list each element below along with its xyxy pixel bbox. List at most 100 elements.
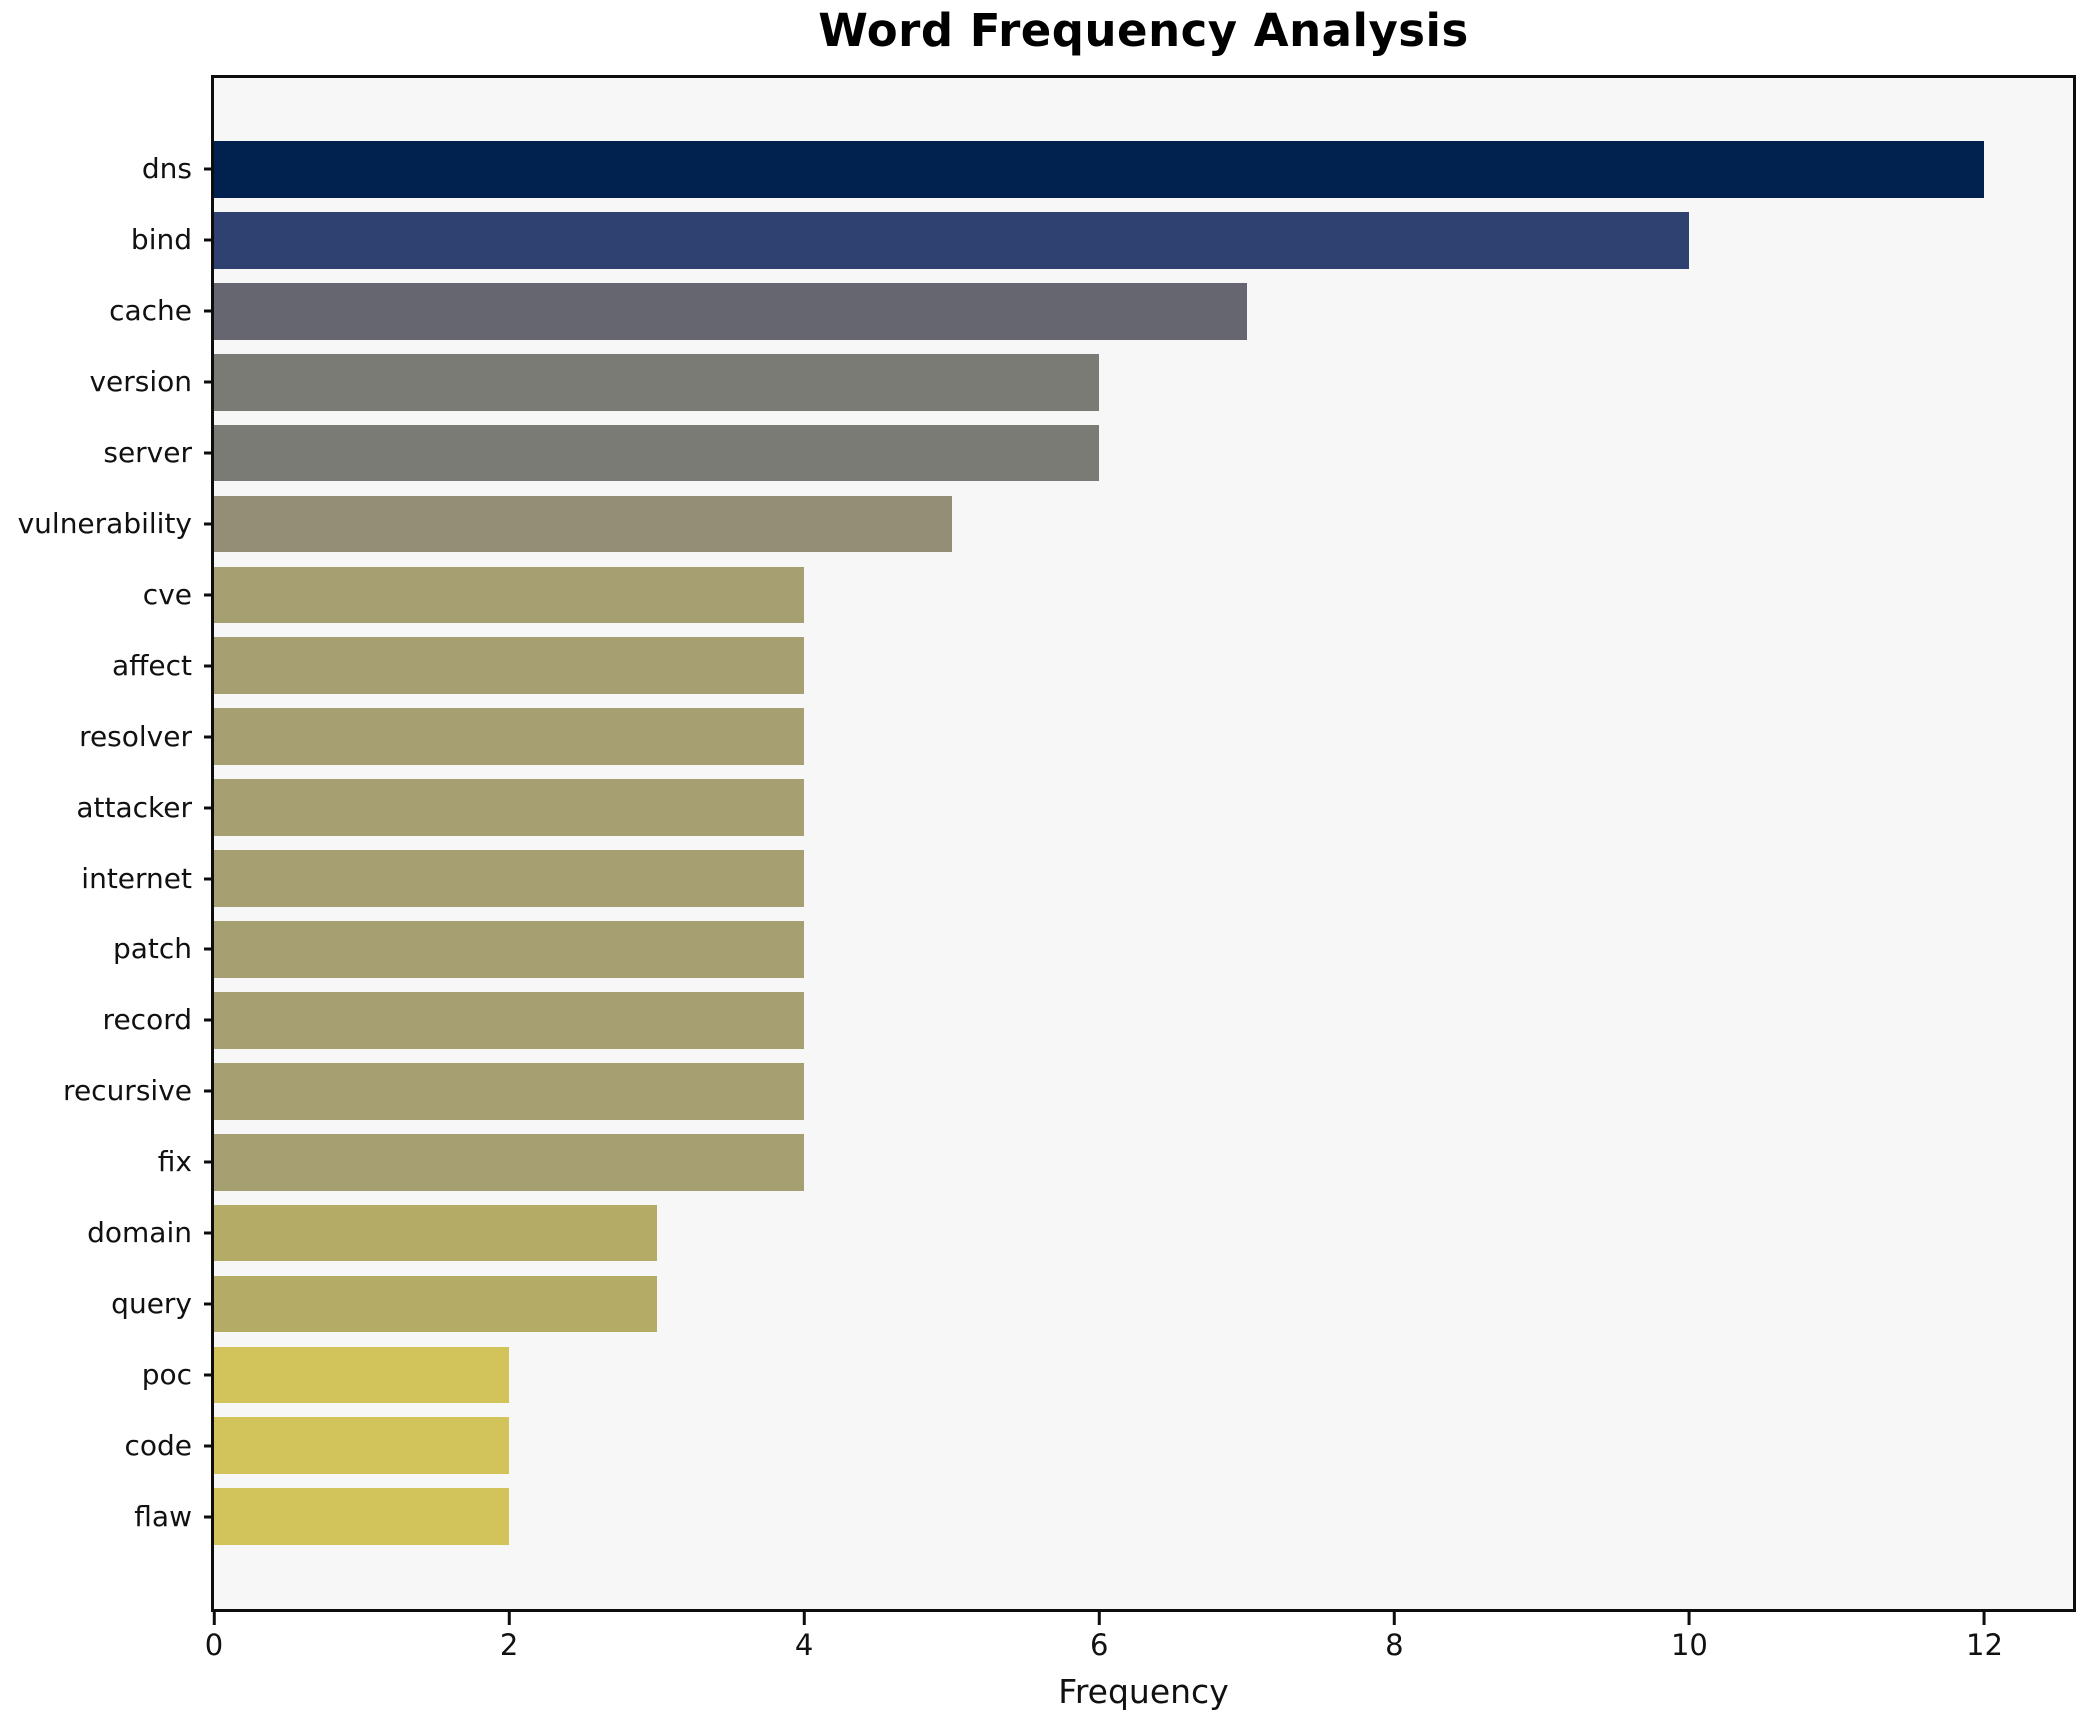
bar-row-cache: cache (109, 276, 2073, 347)
y-tick-mark (204, 735, 214, 739)
y-tick-mark (204, 167, 214, 171)
y-tick-mark (204, 1515, 214, 1519)
x-tick-label: 0 (204, 1628, 224, 1662)
y-tick-label-vulnerability: vulnerability (17, 506, 192, 540)
y-tick-mark (204, 1373, 214, 1377)
x-tick-10: 10 (1671, 1612, 1708, 1660)
x-tick-label: 8 (1385, 1628, 1404, 1662)
bar-row-fix: fix (158, 1127, 2073, 1198)
y-tick-label-bind: bind (130, 223, 192, 257)
y-tick-mark (204, 877, 214, 881)
chart-title: Word Frequency Analysis (818, 4, 1469, 57)
y-tick-label-server: server (103, 436, 192, 470)
bar-version (214, 353, 1100, 411)
bar-row-dns: dns (142, 134, 2073, 205)
x-tick-2: 2 (500, 1612, 518, 1660)
bar-row-attacker: attacker (76, 772, 2073, 843)
bar-affect (214, 637, 805, 695)
bar-row-domain: domain (87, 1198, 2073, 1269)
x-tick-6: 6 (1090, 1612, 1108, 1660)
y-tick-mark (204, 1302, 214, 1306)
y-tick-mark (204, 522, 214, 526)
y-tick-label-query: query (111, 1286, 192, 1320)
y-tick-label-fix: fix (157, 1145, 192, 1179)
bar-row-affect: affect (112, 630, 2073, 701)
x-tick-mark (802, 1612, 806, 1625)
x-tick-0: 0 (205, 1612, 223, 1660)
x-tick-mark (1982, 1612, 1986, 1625)
bar-dns (214, 141, 1985, 198)
bar-flaw (214, 1488, 510, 1546)
bar-fix (214, 1133, 805, 1191)
y-tick-label-domain: domain (87, 1216, 192, 1250)
y-tick-label-flaw: flaw (134, 1499, 192, 1533)
bar-server (214, 424, 1100, 482)
bar-record (214, 991, 805, 1049)
x-tick-4: 4 (795, 1612, 813, 1660)
x-tick-mark (1687, 1612, 1691, 1625)
y-tick-label-attacker: attacker (76, 790, 192, 824)
y-tick-mark (204, 1089, 214, 1093)
x-axis: 0 2 4 6 8 10 12 (205, 1612, 2073, 1676)
x-tick-label: 10 (1670, 1628, 1708, 1662)
x-tick-label: 4 (794, 1628, 814, 1662)
y-tick-mark (204, 806, 214, 810)
bar-row-vulnerability: vulnerability (18, 489, 2073, 560)
y-tick-label-dns: dns (141, 152, 192, 186)
y-tick-mark (204, 1444, 214, 1448)
bar-row-bind: bind (131, 205, 2073, 276)
bar-vulnerability (214, 495, 952, 553)
x-tick-mark (1392, 1612, 1396, 1625)
bar-row-code: code (124, 1410, 2073, 1481)
bar-patch (214, 921, 805, 978)
y-tick-label-affect: affect (111, 648, 192, 682)
x-tick-12: 12 (1966, 1612, 2003, 1660)
bar-row-server: server (103, 418, 2073, 489)
bar-row-poc: poc (142, 1339, 2073, 1410)
bar-resolver (214, 708, 805, 766)
y-tick-mark (204, 309, 214, 313)
y-tick-label-poc: poc (141, 1357, 192, 1391)
bar-cache (214, 282, 1247, 340)
bar-row-flaw: flaw (134, 1481, 2073, 1552)
bar-recursive (214, 1062, 805, 1120)
bar-query (214, 1275, 657, 1333)
y-tick-label-cache: cache (109, 294, 192, 328)
bar-code (214, 1417, 510, 1475)
bar-row-patch: patch (113, 914, 2073, 985)
bar-domain (214, 1204, 657, 1262)
y-tick-label-internet: internet (81, 861, 192, 895)
y-tick-mark (204, 1231, 214, 1235)
bar-rows: dns bind cache version server vulnerability cv… (18, 134, 2073, 1552)
x-tick-label: 12 (1966, 1628, 2003, 1662)
y-tick-label-version: version (89, 365, 192, 399)
y-tick-mark (204, 593, 214, 597)
x-tick-label: 2 (499, 1628, 519, 1662)
y-tick-label-record: record (102, 1003, 192, 1037)
bar-attacker (214, 779, 805, 836)
bar-row-resolver: resolver (79, 701, 2073, 772)
y-tick-mark (204, 1160, 214, 1164)
y-tick-label-cve: cve (142, 577, 192, 611)
bar-row-internet: internet (81, 843, 2073, 914)
bar-row-cve: cve (143, 559, 2073, 630)
y-tick-mark (204, 947, 214, 951)
bar-row-version: version (89, 347, 2073, 418)
bar-row-recursive: recursive (63, 1056, 2073, 1127)
y-tick-mark (204, 664, 214, 668)
y-tick-mark (204, 1018, 214, 1022)
x-tick-mark (507, 1612, 511, 1625)
bar-poc (214, 1346, 510, 1404)
y-tick-label-code: code (124, 1428, 192, 1462)
bar-bind (214, 212, 1690, 269)
y-tick-mark (204, 451, 214, 455)
x-tick-8: 8 (1385, 1612, 1404, 1662)
bar-row-record: record (103, 985, 2073, 1056)
x-tick-mark (1097, 1612, 1101, 1625)
y-tick-label-resolver: resolver (79, 719, 192, 753)
bar-cve (214, 566, 805, 624)
bar-row-query: query (111, 1269, 2073, 1340)
x-axis-label: Frequency (1058, 1672, 1229, 1711)
bar-internet (214, 850, 805, 907)
